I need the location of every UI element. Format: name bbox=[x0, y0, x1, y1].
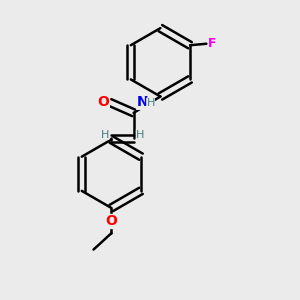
Text: H: H bbox=[100, 130, 109, 140]
Text: F: F bbox=[208, 37, 216, 50]
Text: N: N bbox=[137, 95, 148, 109]
Text: O: O bbox=[98, 95, 109, 110]
Text: H: H bbox=[146, 98, 155, 108]
Text: O: O bbox=[105, 214, 117, 229]
Text: H: H bbox=[136, 130, 144, 140]
